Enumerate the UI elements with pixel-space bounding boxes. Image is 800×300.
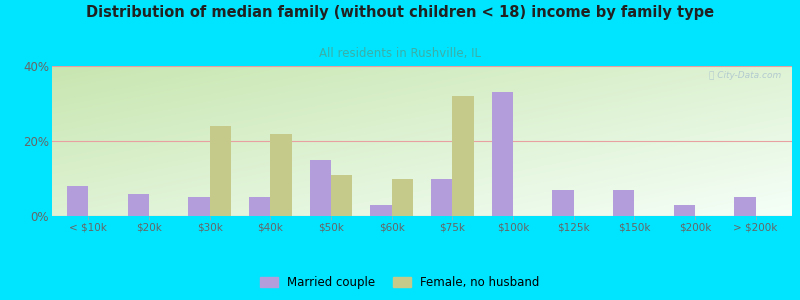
Bar	[370, 205, 392, 216]
Bar	[553, 190, 574, 216]
Text: Distribution of median family (without children < 18) income by family type: Distribution of median family (without c…	[86, 4, 714, 20]
Bar	[734, 197, 756, 216]
Bar	[331, 175, 352, 216]
Bar	[249, 197, 270, 216]
Bar	[392, 178, 413, 216]
Bar	[674, 205, 695, 216]
Bar	[310, 160, 331, 216]
Bar	[452, 96, 474, 216]
Text: ⓘ City-Data.com: ⓘ City-Data.com	[709, 70, 781, 80]
Bar	[270, 134, 291, 216]
Bar	[128, 194, 149, 216]
Bar	[189, 197, 210, 216]
Bar	[210, 126, 231, 216]
Text: All residents in Rushville, IL: All residents in Rushville, IL	[319, 46, 481, 59]
Bar	[613, 190, 634, 216]
Bar	[492, 92, 513, 216]
Bar	[67, 186, 88, 216]
Bar	[431, 178, 452, 216]
Legend: Married couple, Female, no husband: Married couple, Female, no husband	[255, 272, 545, 294]
